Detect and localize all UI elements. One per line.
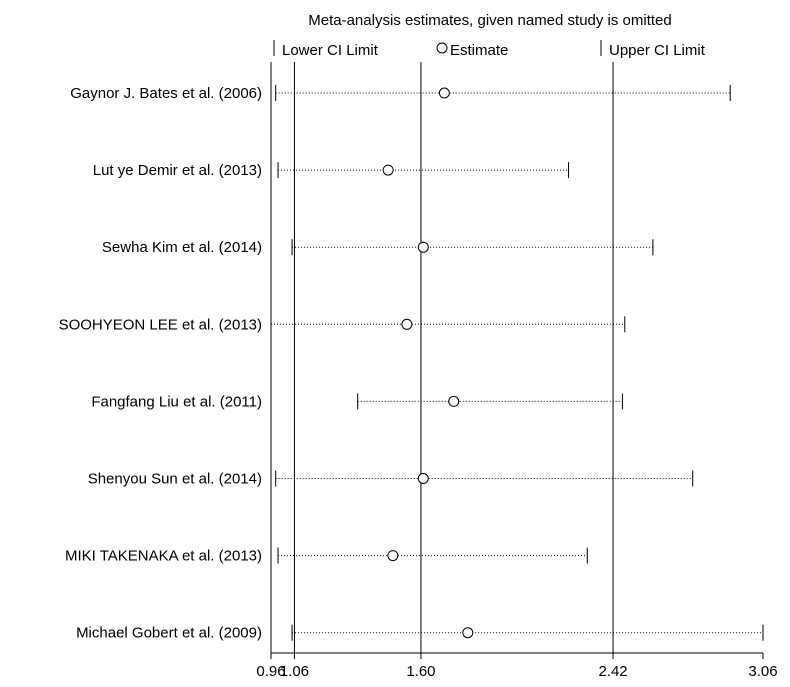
x-tick-label: 1.06: [280, 663, 309, 680]
legend-estimate-label: Estimate: [450, 42, 508, 59]
study-rows: Gaynor J. Bates et al. (2006) Lut ye Demi…: [59, 85, 764, 642]
estimate-marker: [387, 550, 399, 562]
study-label: Michael Gobert et al. (2009): [76, 625, 262, 642]
study-label: Fangfang Liu et al. (2011): [91, 393, 262, 410]
estimate-marker: [401, 318, 413, 330]
study-row: Sewha Kim et al. (2014): [102, 239, 654, 256]
x-tick-label: 3.06: [748, 663, 777, 680]
estimate-marker: [438, 87, 450, 99]
study-label: Shenyou Sun et al. (2014): [88, 471, 262, 488]
estimate-marker: [462, 627, 474, 639]
reference-lines: [270, 62, 614, 653]
legend-upper-label: Upper CI Limit: [609, 42, 706, 59]
x-axis: 0.961.06 1.60 2.42 3.06: [256, 652, 778, 680]
study-label: Gaynor J. Bates et al. (2006): [70, 85, 262, 102]
estimate-marker: [417, 473, 429, 484]
legend: Lower CI Limit Estimate Upper CI Limit: [273, 40, 706, 59]
study-label: Lut ye Demir et al. (2013): [93, 162, 262, 179]
legend-estimate-marker: [436, 42, 448, 54]
chart-title: Meta-analysis estimates, given named stu…: [308, 12, 672, 29]
study-label: SOOHYEON LEE et al. (2013): [59, 316, 262, 333]
study-label: MIKI TAKENAKA et al. (2013): [65, 548, 262, 565]
legend-lower-label: Lower CI Limit: [282, 42, 379, 59]
estimate-marker: [448, 395, 460, 407]
x-tick-label: 1.60: [406, 663, 435, 680]
study-row: SOOHYEON LEE et al. (2013): [59, 316, 626, 333]
study-row: Fangfang Liu et al. (2011): [91, 393, 623, 410]
study-row: Lut ye Demir et al. (2013): [93, 162, 570, 179]
estimate-marker: [382, 164, 394, 176]
study-label: Sewha Kim et al. (2014): [102, 239, 262, 256]
x-tick-label: 2.42: [598, 663, 627, 680]
study-row: Gaynor J. Bates et al. (2006): [70, 85, 731, 102]
study-row: Shenyou Sun et al. (2014): [88, 470, 694, 488]
study-row: MIKI TAKENAKA et al. (2013): [65, 547, 588, 565]
study-row: Michael Gobert et al. (2009): [76, 624, 764, 642]
x-tick-label: 0.96: [256, 663, 285, 680]
estimate-marker: [417, 241, 429, 253]
